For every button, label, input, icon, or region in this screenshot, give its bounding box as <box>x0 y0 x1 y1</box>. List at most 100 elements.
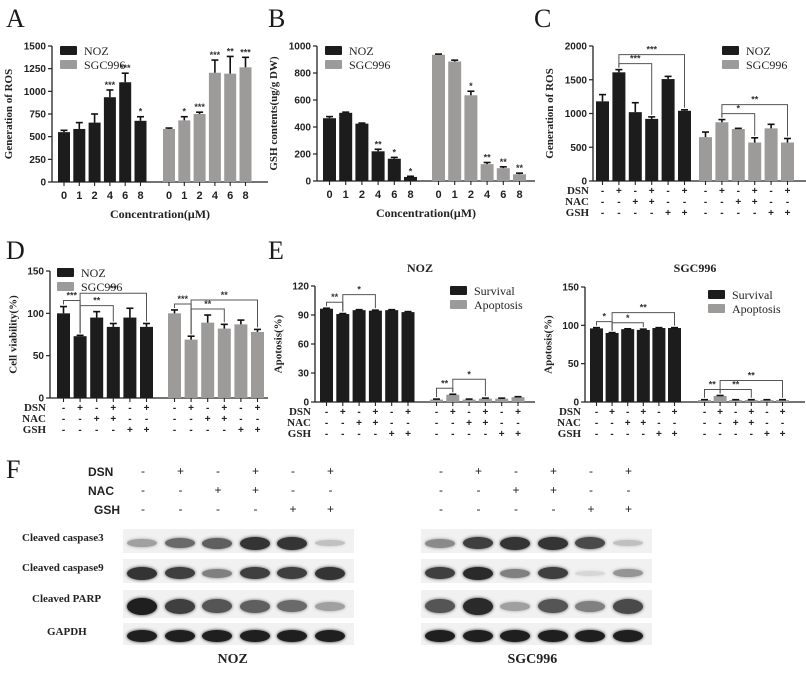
condition-label-dsn: DSN <box>24 402 46 414</box>
y-tick-label: 0 <box>581 177 587 188</box>
bar-apoptosis <box>744 400 758 402</box>
y-tick-label: 1250 <box>24 64 47 75</box>
wb-condition-sign: - <box>439 464 443 478</box>
wb-condition-sign: - <box>253 502 258 516</box>
wb-band <box>537 567 568 579</box>
significance-marker: ** <box>110 283 118 293</box>
y-tick-label: 0 <box>573 398 579 409</box>
significance-marker: * <box>603 312 607 322</box>
condition-label-gsh: GSH <box>23 424 47 436</box>
condition-sign: - <box>769 186 772 197</box>
y-axis-title: Cell viability(%) <box>8 295 20 374</box>
legend-swatch-sgc996 <box>60 60 77 69</box>
wb-band <box>164 598 195 614</box>
condition-sign: - <box>683 197 686 208</box>
bar-noz <box>123 317 137 398</box>
condition-sign: - <box>341 418 344 429</box>
significance-bracket <box>611 312 675 331</box>
condition-sign: - <box>626 429 629 440</box>
significance-marker: * <box>393 147 397 157</box>
y-axis-title: Apotosis(%) <box>543 315 555 374</box>
bar-noz <box>371 151 385 181</box>
y-tick-label: 1500 <box>24 42 47 53</box>
bar-noz <box>140 326 153 398</box>
legend-label-apoptosis: Apoptosis <box>474 298 523 312</box>
wb-condition-label-gsh: GSH <box>94 503 121 517</box>
wb-row-label: Cleaved PARP <box>32 593 102 605</box>
condition-sign: - <box>435 418 438 429</box>
bar-noz <box>661 79 675 181</box>
condition-sign: + <box>656 429 662 440</box>
wb-band <box>164 538 195 548</box>
y-tick-label: 50 <box>568 359 580 370</box>
significance-marker: *** <box>178 294 189 304</box>
wb-band <box>239 599 270 613</box>
legend-swatch-survival <box>708 290 725 299</box>
condition-sign: - <box>703 429 706 440</box>
condition-sign: - <box>500 418 503 429</box>
condition-sign: - <box>467 429 470 440</box>
significance-marker: * <box>467 369 471 379</box>
condition-sign: - <box>626 407 629 418</box>
significance-marker: *** <box>240 47 251 57</box>
condition-sign: + <box>356 418 362 429</box>
condition-sign: + <box>780 407 786 418</box>
x-axis-title: Concentration(μM) <box>376 206 476 220</box>
x-tick-label: 2 <box>359 189 365 201</box>
legend-swatch-apoptosis <box>450 300 467 309</box>
panel-letter-a: A <box>6 4 25 33</box>
y-tick-label: 0 <box>38 394 44 405</box>
wb-band <box>462 537 493 549</box>
bar-noz <box>73 336 87 398</box>
condition-sign: + <box>405 407 411 418</box>
bar-noz <box>645 118 659 181</box>
bar-sgc996 <box>251 331 264 398</box>
condition-sign: + <box>785 186 791 197</box>
bar-sgc996 <box>731 129 745 181</box>
bar-sgc996 <box>715 122 729 181</box>
significance-bracket <box>721 104 788 137</box>
condition-sign: - <box>720 208 723 219</box>
condition-sign: - <box>601 186 604 197</box>
wb-row-label: Cleaved caspase3 <box>22 532 104 544</box>
wb-condition-sign: + <box>289 502 297 516</box>
bar-apoptosis <box>760 400 774 402</box>
legend-label-survival: Survival <box>474 284 515 298</box>
bar-survival <box>385 310 399 402</box>
bar-noz <box>88 122 101 182</box>
condition-sign: + <box>450 407 456 418</box>
wb-band <box>500 601 530 611</box>
condition-sign: - <box>610 429 613 440</box>
bar-apoptosis <box>495 398 509 402</box>
legend-swatch-apoptosis <box>708 304 725 313</box>
y-tick-label: 0 <box>40 178 46 189</box>
bar-survival <box>336 314 350 402</box>
wb-cell-line-title: SGC996 <box>507 652 558 667</box>
y-tick-label: 120 <box>292 282 309 293</box>
wb-condition-sign: + <box>624 502 632 516</box>
wb-band <box>164 630 195 642</box>
condition-sign: - <box>666 186 669 197</box>
bar-noz <box>323 118 336 181</box>
bar-sgc996 <box>234 324 248 398</box>
condition-sign: + <box>785 208 791 219</box>
condition-sign: + <box>144 403 150 414</box>
wb-band <box>277 536 307 550</box>
condition-label-gsh: GSH <box>288 428 312 440</box>
condition-label-nac: NAC <box>565 196 589 208</box>
bar-apoptosis <box>478 398 492 402</box>
bar-sgc996 <box>168 313 181 398</box>
bar-sgc996 <box>448 61 462 181</box>
significance-marker: * <box>469 81 473 91</box>
wb-band <box>127 566 157 580</box>
significance-marker: ** <box>640 303 648 313</box>
significance-marker: * <box>139 107 143 117</box>
wb-condition-sign: - <box>514 464 518 478</box>
condition-sign: - <box>173 403 176 414</box>
x-tick-label: 8 <box>516 189 522 201</box>
condition-sign: - <box>189 425 192 436</box>
condition-sign: + <box>625 418 631 429</box>
condition-sign: - <box>720 197 723 208</box>
